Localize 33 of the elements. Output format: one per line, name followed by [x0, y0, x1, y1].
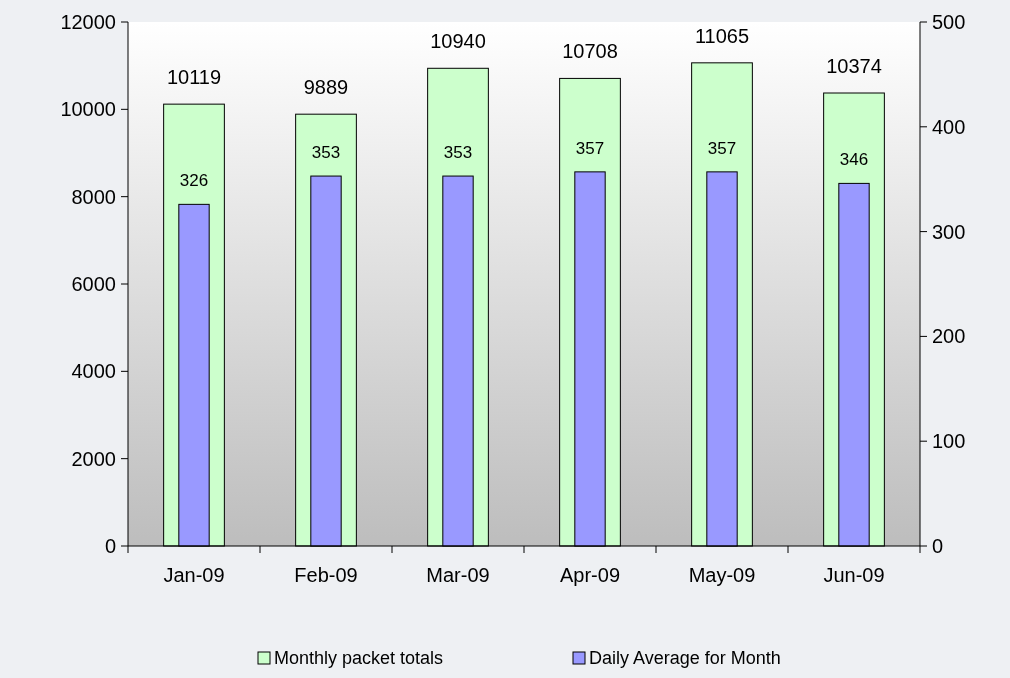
x-tick-label: Feb-09 [294, 564, 358, 586]
x-tick-label: Mar-09 [426, 564, 490, 586]
data-label: 326 [179, 171, 209, 191]
y-tick-label: 2000 [71, 447, 116, 470]
data-label: 357 [575, 138, 605, 158]
data-label: 346 [839, 150, 869, 170]
data-label: 353 [311, 143, 341, 163]
data-label: 10119 [166, 66, 222, 89]
y2-tick-label: 400 [932, 115, 966, 138]
y2-tick-label: 200 [932, 325, 966, 348]
data-label: 10940 [430, 30, 486, 53]
x-tick-label: Jun-09 [823, 564, 885, 586]
legend-label: Daily Average for Month [589, 648, 781, 668]
y-tick-label: 0 [104, 535, 116, 557]
legend-label: Monthly packet totals [274, 648, 444, 668]
data-label: 10708 [562, 40, 618, 63]
x-tick-label: Jan-09 [163, 564, 225, 586]
y-tick-label: 12000 [60, 11, 116, 33]
data-label: 9889 [303, 76, 349, 99]
y-tick-label: 8000 [71, 185, 116, 208]
y2-tick-label: 100 [932, 430, 966, 453]
x-tick-label: Apr-09 [559, 564, 621, 586]
y2-tick-label: 300 [932, 220, 966, 243]
y-tick-label: 4000 [71, 360, 116, 383]
y-tick-label: 6000 [71, 273, 116, 295]
y2-tick-label: 500 [932, 11, 966, 33]
data-label: 357 [707, 138, 737, 158]
data-label: 11065 [694, 24, 750, 47]
data-label: 10374 [826, 55, 882, 77]
y-tick-label: 10000 [60, 98, 116, 121]
x-tick-label: May-09 [688, 564, 756, 586]
y2-tick-label: 0 [932, 535, 944, 557]
data-label: 353 [443, 143, 473, 163]
